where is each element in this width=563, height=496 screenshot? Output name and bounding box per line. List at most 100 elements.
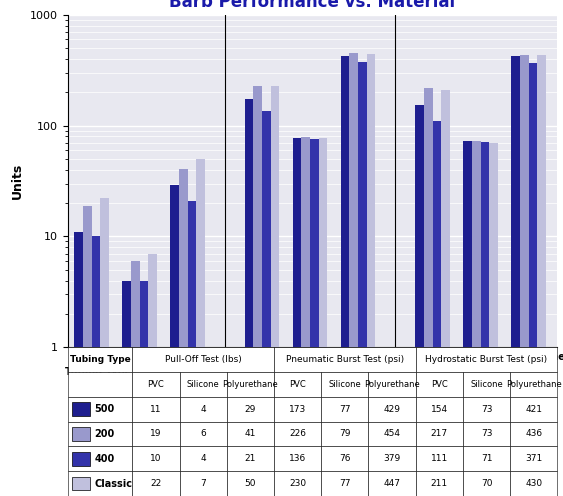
Text: 11: 11	[150, 405, 162, 414]
Text: 77: 77	[339, 479, 351, 488]
Bar	[463, 141, 472, 496]
Bar	[415, 397, 463, 422]
Bar	[510, 422, 557, 446]
Bar	[72, 402, 90, 416]
Text: 6: 6	[200, 430, 206, 438]
Bar	[262, 111, 271, 496]
Bar	[274, 446, 321, 471]
Bar	[415, 105, 424, 496]
Bar	[180, 372, 227, 397]
Bar	[68, 471, 132, 496]
Text: PVC: PVC	[289, 380, 306, 389]
Bar	[68, 372, 132, 397]
Bar	[368, 471, 415, 496]
Bar	[227, 422, 274, 446]
Bar	[132, 446, 180, 471]
Text: Polyurethane: Polyurethane	[222, 380, 278, 389]
Bar	[415, 347, 557, 372]
Text: 436: 436	[525, 430, 542, 438]
Text: Polyurethane: Polyurethane	[364, 380, 420, 389]
Bar	[415, 446, 463, 471]
Text: 429: 429	[383, 405, 400, 414]
Text: 79: 79	[339, 430, 351, 438]
Bar	[227, 397, 274, 422]
Bar	[140, 281, 148, 496]
Bar	[321, 422, 368, 446]
Text: 76: 76	[339, 454, 351, 463]
Bar	[180, 397, 227, 422]
Text: PVC: PVC	[431, 380, 448, 389]
Bar	[321, 372, 368, 397]
Bar	[122, 281, 131, 496]
Text: 10: 10	[150, 454, 162, 463]
Text: 77: 77	[339, 405, 351, 414]
Text: 226: 226	[289, 430, 306, 438]
Bar	[319, 138, 327, 496]
Text: 21: 21	[245, 454, 256, 463]
Text: 217: 217	[431, 430, 448, 438]
Bar	[293, 138, 301, 496]
Text: 136: 136	[289, 454, 306, 463]
Text: Pull-Off Test (lbs): Pull-Off Test (lbs)	[165, 355, 242, 364]
Title: Barb Performance vs. Material: Barb Performance vs. Material	[169, 0, 455, 10]
Bar	[68, 347, 132, 372]
Text: 19: 19	[150, 430, 162, 438]
Bar	[368, 372, 415, 397]
Bar	[187, 201, 196, 496]
Bar	[463, 397, 510, 422]
Text: 29: 29	[245, 405, 256, 414]
Bar	[100, 198, 109, 496]
Y-axis label: Units: Units	[11, 163, 24, 199]
Text: Classic: Classic	[95, 479, 133, 489]
Bar	[463, 422, 510, 446]
Text: 50: 50	[245, 479, 256, 488]
Bar	[432, 121, 441, 496]
Text: Silicone: Silicone	[328, 380, 361, 389]
Bar	[148, 253, 157, 496]
Bar	[68, 422, 132, 446]
Text: 22: 22	[150, 479, 162, 488]
Bar	[271, 86, 279, 496]
Bar	[74, 232, 83, 496]
Text: Polyurethane: Polyurethane	[506, 380, 562, 389]
Bar	[350, 53, 358, 496]
Bar	[274, 347, 415, 372]
Bar	[180, 471, 227, 496]
Bar	[424, 88, 432, 496]
Text: Tubing Type: Tubing Type	[70, 355, 130, 364]
Bar	[415, 372, 463, 397]
Text: 421: 421	[525, 405, 542, 414]
Bar	[481, 142, 489, 496]
Bar	[274, 372, 321, 397]
Bar	[367, 54, 376, 496]
Bar	[227, 372, 274, 397]
Bar	[274, 471, 321, 496]
Bar	[321, 397, 368, 422]
Text: Tubing Type: Tubing Type	[65, 367, 132, 377]
Bar	[463, 446, 510, 471]
Text: 447: 447	[383, 479, 400, 488]
Bar	[227, 446, 274, 471]
Text: Silicone: Silicone	[187, 380, 220, 389]
Text: 211: 211	[431, 479, 448, 488]
Text: 70: 70	[481, 479, 492, 488]
Text: 71: 71	[481, 454, 492, 463]
Bar	[368, 397, 415, 422]
Bar	[489, 143, 498, 496]
Bar	[368, 422, 415, 446]
Bar	[415, 422, 463, 446]
Bar	[83, 205, 92, 496]
Text: 430: 430	[525, 479, 542, 488]
Text: 400: 400	[95, 454, 115, 464]
Bar	[510, 372, 557, 397]
Bar	[510, 446, 557, 471]
Bar	[92, 237, 100, 496]
Text: 111: 111	[431, 454, 448, 463]
Bar	[72, 477, 90, 491]
Bar	[196, 159, 205, 496]
Bar	[511, 57, 520, 496]
Bar	[463, 471, 510, 496]
Bar	[537, 56, 546, 496]
Bar	[321, 446, 368, 471]
Bar	[520, 55, 529, 496]
